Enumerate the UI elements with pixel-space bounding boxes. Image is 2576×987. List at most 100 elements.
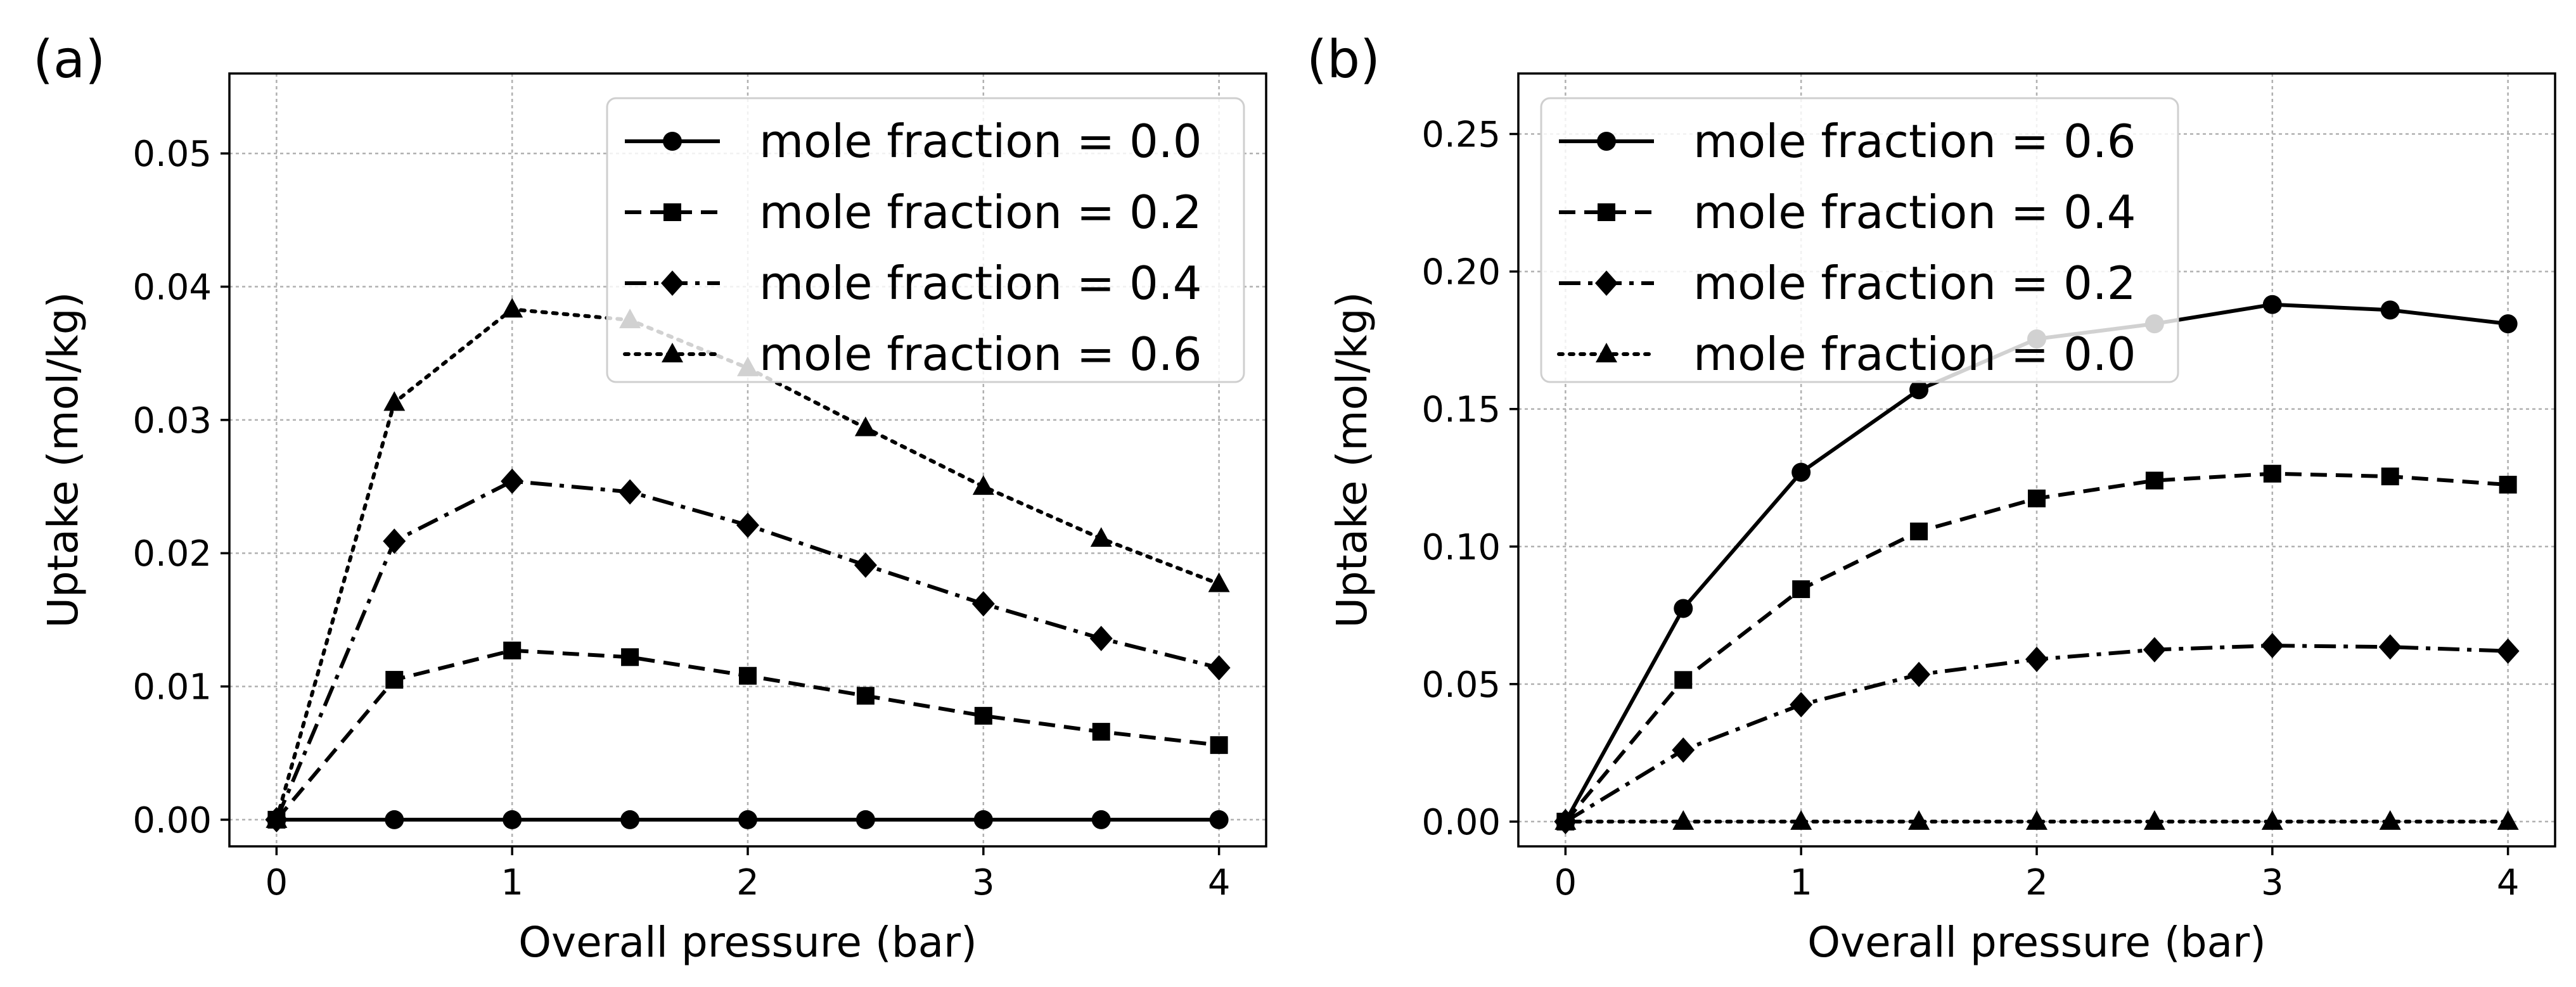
data-point xyxy=(854,416,876,436)
legend-label: mole fraction = 0.4 xyxy=(1693,186,2136,239)
data-point xyxy=(1672,737,1695,763)
data-point xyxy=(1792,580,1810,599)
x-tick-label: 0 xyxy=(266,862,288,903)
legend-entry: mole fraction = 0.4 xyxy=(1559,186,2136,239)
data-point xyxy=(1908,810,1930,830)
data-point xyxy=(1210,736,1228,755)
legend-marker xyxy=(661,271,684,296)
legend-label: mole fraction = 0.0 xyxy=(1693,328,2136,381)
y-axis-label: Uptake (mol/kg) xyxy=(39,292,87,628)
y-tick-label: 0.10 xyxy=(1421,527,1501,568)
y-tick-label: 0.15 xyxy=(1421,390,1501,431)
y-tick-label: 0.01 xyxy=(132,667,212,708)
data-point xyxy=(383,528,406,554)
legend-entry: mole fraction = 0.6 xyxy=(623,328,1202,381)
panel-label: (a) xyxy=(33,30,105,90)
data-point xyxy=(738,810,757,829)
x-tick-label: 3 xyxy=(2261,862,2284,903)
legend-entry: mole fraction = 0.4 xyxy=(625,257,1202,310)
legend-entry: mole fraction = 0.2 xyxy=(625,186,1202,239)
legend-marker xyxy=(1595,271,1618,296)
data-point xyxy=(2379,810,2401,830)
data-point xyxy=(1790,810,1812,830)
legend: mole fraction = 0.6 mole fraction = 0.4 mo… xyxy=(1540,97,2179,383)
legend: mole fraction = 0.0 mole fraction = 0.2 mo… xyxy=(606,97,1245,383)
data-point xyxy=(972,475,994,495)
data-point xyxy=(2025,646,2048,672)
data-point xyxy=(2145,471,2163,490)
legend-box xyxy=(606,97,1245,383)
data-point xyxy=(503,810,522,829)
legend-entry: mole fraction = 0.0 xyxy=(625,115,1202,168)
data-point xyxy=(856,687,875,705)
data-point xyxy=(2497,810,2519,830)
data-point xyxy=(1672,810,1695,830)
data-point xyxy=(1909,380,1929,400)
legend-marker xyxy=(1596,343,1617,362)
data-point xyxy=(2499,476,2517,494)
plot-frame xyxy=(1517,72,2556,848)
data-point xyxy=(1674,671,1693,689)
data-point xyxy=(621,648,639,666)
data-point xyxy=(2261,810,2283,830)
data-point xyxy=(2143,637,2166,663)
data-point xyxy=(620,810,640,829)
data-point xyxy=(501,468,524,494)
legend-label: mole fraction = 0.2 xyxy=(759,186,1202,239)
chart-panel-a: 0 1 2 3 4 0.00 0.01 0.02 0.03 0.04 0.05 mole fracti… xyxy=(33,30,1267,967)
panel-label: (b) xyxy=(1307,30,1380,90)
x-axis-label: Overall pressure (bar) xyxy=(1807,918,2266,967)
data-point xyxy=(503,641,522,659)
data-point xyxy=(739,666,757,685)
data-point xyxy=(1791,462,1811,482)
data-point xyxy=(385,671,404,689)
y-tick-label: 0.20 xyxy=(1421,252,1501,293)
x-tick-label: 0 xyxy=(1554,862,1577,903)
legend-marker xyxy=(662,343,683,362)
data-point xyxy=(2378,634,2402,660)
legend-marker xyxy=(663,203,681,221)
y-tick-label: 0.00 xyxy=(132,800,212,841)
data-point xyxy=(2380,300,2400,320)
data-point xyxy=(1091,810,1111,829)
y-tick-label: 0.03 xyxy=(132,400,212,442)
y-tick-label: 0.02 xyxy=(132,533,212,575)
data-point xyxy=(2381,468,2399,486)
data-point xyxy=(2143,810,2165,830)
data-point xyxy=(1790,692,1813,718)
legend-label: mole fraction = 0.2 xyxy=(1693,257,2136,310)
data-point xyxy=(1910,522,1928,540)
legend-marker xyxy=(1598,203,1615,221)
y-tick-label: 0.05 xyxy=(1421,665,1501,706)
data-point xyxy=(973,810,993,829)
legend-label: mole fraction = 0.0 xyxy=(759,115,1202,168)
x-tick-label: 1 xyxy=(1790,862,1812,903)
legend-marker xyxy=(663,132,682,151)
data-point xyxy=(855,810,875,829)
data-point xyxy=(618,479,642,505)
data-point xyxy=(736,513,759,538)
y-tick-label: 0.05 xyxy=(132,134,212,175)
data-point xyxy=(1554,810,1577,830)
plot-frame xyxy=(228,72,1267,848)
legend-entry: mole fraction = 0.6 xyxy=(1559,115,2136,168)
data-point xyxy=(1207,655,1231,681)
y-axis-label: Uptake (mol/kg) xyxy=(1328,292,1376,628)
y-tick-label: 0.04 xyxy=(132,267,212,309)
data-point xyxy=(385,810,404,829)
data-point xyxy=(1090,527,1112,547)
data-point xyxy=(854,552,877,578)
data-point xyxy=(2026,810,2047,830)
legend-label: mole fraction = 0.6 xyxy=(759,328,1202,381)
legend-label: mole fraction = 0.4 xyxy=(759,257,1202,310)
data-point xyxy=(266,808,288,828)
x-tick-label: 4 xyxy=(2497,862,2520,903)
legend-box xyxy=(1540,97,2179,383)
data-point xyxy=(2028,489,2046,507)
data-point xyxy=(2260,633,2284,659)
data-point xyxy=(2496,638,2520,664)
data-point xyxy=(383,391,406,411)
data-point xyxy=(1208,572,1230,592)
series-mole-fraction-0-0 xyxy=(267,810,1229,829)
